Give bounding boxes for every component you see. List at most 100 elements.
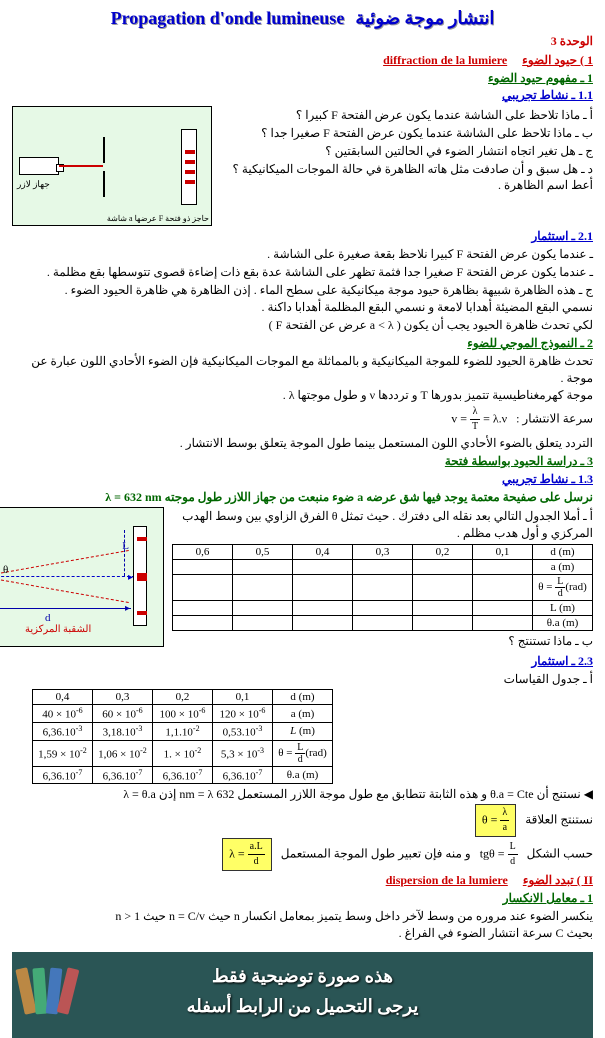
fringe (137, 537, 147, 541)
slit-barrier (103, 137, 105, 197)
row-activity-1: أ ـ ماذا تلاحظ على الشاشة عندما يكون عرض… (12, 106, 593, 226)
t1-col: 0,2 (413, 544, 473, 559)
table1-col: أ ـ أملا الجدول التالي بعد نقله الى دفتر… (172, 507, 593, 650)
h3-21: 2.1 ـ استثمار (12, 228, 593, 245)
td: 6,36.10-3 (33, 722, 93, 740)
L-label: L (122, 540, 129, 552)
d-line (0, 608, 131, 609)
td: 120 × 10-6 (213, 705, 273, 723)
t1-hdr: d (m) (533, 544, 593, 559)
main-title-french: Propagation d'onde lumineuse (111, 8, 345, 29)
velocity-formula: v = λT = λ.ν (451, 405, 507, 434)
h1-2-text: II ) تبدد الضوء (523, 873, 593, 887)
t1-col: 0,1 (473, 544, 533, 559)
diagram-angle-setup: جهاز لازر θ L ▸ ◂ ▸ d الشقبة المركزية (0, 507, 164, 647)
td: 40 × 10-6 (33, 705, 93, 723)
s21-e: لكي تحدث ظاهرة الحيود يجب أن يكون ( a < … (12, 317, 593, 334)
title-row: انتشار موجة ضوئية Propagation d'onde lum… (12, 8, 593, 29)
t1-hdr: θ.a (m) (533, 615, 593, 630)
th: a (m) (273, 705, 333, 723)
fringe (185, 150, 195, 154)
questions-col: أ ـ ماذا تلاحظ على الشاشة عندما يكون عرض… (220, 106, 593, 195)
question-c: ج ـ هل تغير اتجاه انتشار الضوء في الحالت… (220, 143, 593, 160)
heading-1-dispersion: II ) تبدد الضوء dispersion de la lumiere (12, 872, 593, 889)
td: 6,36.10-7 (153, 766, 213, 784)
h3-activity-11: 1.1 ـ نشاط تجريبي (12, 87, 593, 104)
screen-icon (181, 129, 197, 205)
fringe (185, 180, 195, 184)
s2-b: موجة كهرمغناطيسية تتميز بدورها T و تردده… (12, 387, 593, 404)
d2-axis (0, 576, 135, 577)
question-d: د ـ هل سبق و أن صادفت مثل هاته الظاهرة ف… (220, 161, 593, 195)
conc2-row: نستنتج العلاقة θ = λa (12, 804, 593, 837)
td: 6,36.10-7 (33, 766, 93, 784)
td: 1,59 × 10-2 (33, 740, 93, 766)
h2-refraction: 1 ـ معامل الانكسار (12, 890, 593, 907)
h1-text: 1 ) حيود الضوء (522, 53, 593, 67)
td: 3,18.10-3 (93, 722, 153, 740)
refr1-text: ينكسر الضوء عند مروره من وسط لآخر داخل و… (115, 909, 593, 923)
tbl2-title: أ ـ جدول القياسات (12, 671, 593, 688)
t1-col: 0,5 (233, 544, 293, 559)
s2-c-row: سرعة الانتشار : v = λT = λ.ν (12, 405, 593, 434)
d-label: d (45, 612, 51, 624)
t1-hdr: a (m) (533, 559, 593, 574)
laser-label: جهاز لازر (17, 179, 50, 190)
t1-col: 0,6 (173, 544, 233, 559)
h3-13: 1.3 ـ نشاط تجريبي (12, 471, 593, 488)
lambda-formula: λ = a.Ld (222, 838, 272, 871)
th: θ = Ld(rad) (273, 740, 333, 766)
question-a: أ ـ ماذا تلاحظ على الشاشة عندما يكون عرض… (220, 107, 593, 124)
watermark-line1: هذه صورة توضيحية فقط (12, 966, 593, 987)
s21-b: ـ عندما يكون عرض الفتحة F صغيرا جدا فثمة… (12, 264, 593, 281)
td: 0,1 (213, 690, 273, 705)
unit-label: الوحدة 3 (12, 33, 593, 50)
h2-wave-model: 2 ـ النموذج الموجي للضوء (12, 335, 593, 352)
td: 0,53.10-3 (213, 722, 273, 740)
s21-a: ـ عندما يكون عرض الفتحة F كبيرا نلاحظ بق… (12, 246, 593, 263)
refr1: ينكسر الضوء عند مروره من وسط لآخر داخل و… (12, 908, 593, 925)
theta-formula: θ = λa (475, 804, 516, 837)
t1-hdr: θ = Ld(rad) (533, 574, 593, 600)
t1-hdr: L (m) (533, 600, 593, 615)
d2-screen (133, 526, 147, 626)
d2-ray (0, 576, 129, 603)
heading-1-diffraction: 1 ) حيود الضوء diffraction de la lumiere (12, 52, 593, 69)
tg-formula: tgθ = Ld (480, 840, 518, 869)
fringe (185, 160, 195, 164)
td: 6,36.10-7 (93, 766, 153, 784)
td: 1,06 × 10-2 (93, 740, 153, 766)
arrow-icon: ◀ (584, 787, 593, 801)
td: 60 × 10-6 (93, 705, 153, 723)
th: L (m) (273, 722, 333, 740)
td: 0,2 (153, 690, 213, 705)
table-empty-measurements: 0,60,50,40,30,20,1d (m) a (m) θ = Ld(rad… (172, 544, 593, 631)
conc3-row: حسب الشكل tgθ = Ld و منه فإن تعبير طول ا… (12, 838, 593, 871)
th: d (m) (273, 690, 333, 705)
arrow-icon: ▸ (125, 603, 130, 614)
watermark-line2: يرجى التحميل من الرابط أسفله (12, 996, 593, 1017)
watermark-banner: هذه صورة توضيحية فقط يرجى التحميل من الر… (12, 952, 593, 1038)
s2-a: تحدث ظاهرة الحيود للضوء للموجة الميكانيك… (12, 353, 593, 387)
L-arrow (124, 530, 125, 576)
s2-d: التردد يتعلق بالضوء الأحادي اللون المستع… (12, 435, 593, 452)
h2-study: 3 ـ دراسة الحيود بواسطة فتحة (12, 453, 593, 470)
th: θ.a (m) (273, 766, 333, 784)
conc2-text: نستنتج العلاقة (525, 812, 593, 826)
d2-ray (0, 550, 129, 577)
t1-col: 0,4 (293, 544, 353, 559)
laser-device-icon (19, 157, 59, 175)
fringe (185, 170, 195, 174)
laser-beam (59, 165, 103, 167)
h2-concept: 1 ـ مفهوم حيود الضوء (12, 70, 593, 87)
td: 1,1.10-2 (153, 722, 213, 740)
s21-c: ج ـ هذه الظاهرة شبيهة بظاهرة حيود موجة م… (12, 282, 593, 299)
row-activity-2: أ ـ أملا الجدول التالي بعد نقله الى دفتر… (12, 507, 593, 650)
question-b: ب ـ ماذا تلاحظ على الشاشة عندما يكون عرض… (220, 125, 593, 142)
refr2: بحيث C سرعة انتشار الضوء في الفراغ . (12, 925, 593, 942)
td: 100 × 10-6 (153, 705, 213, 723)
diagram-diffraction-setup: جهاز لازر حاجز ذو فتحة F عرضها a شاشة (12, 106, 212, 226)
central-fringe-label: الشقبة المركزية (25, 624, 91, 635)
td: 0,3 (93, 690, 153, 705)
conc3-mid: و منه فإن تعبير طول الموجة المستعمل (281, 846, 471, 860)
